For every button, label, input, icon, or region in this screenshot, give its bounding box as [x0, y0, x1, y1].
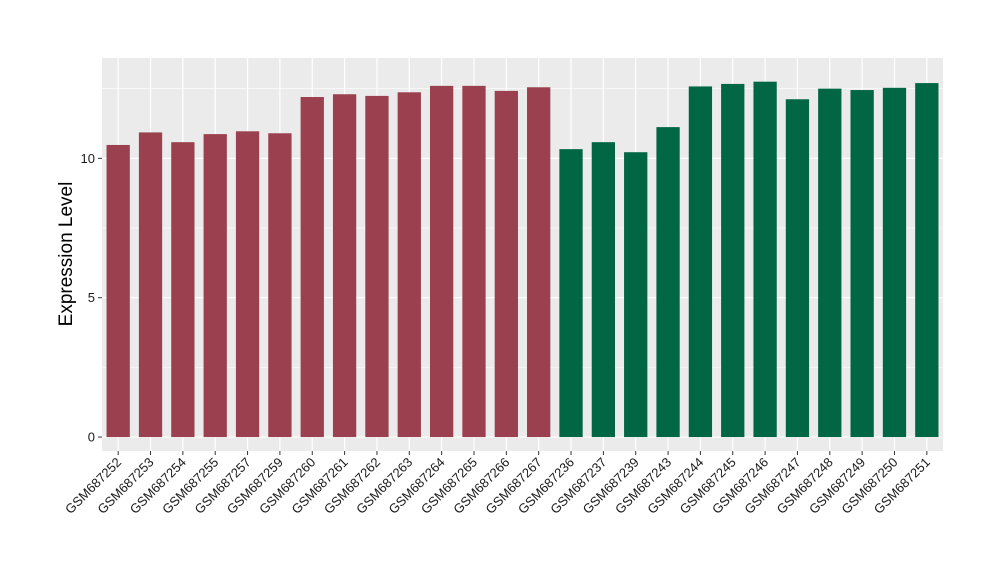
bar: [785, 99, 810, 438]
bar: [721, 83, 745, 438]
bar: [882, 87, 907, 438]
bar: [138, 132, 163, 438]
bar: [429, 85, 454, 438]
bar: [203, 134, 227, 438]
bar: [300, 97, 324, 438]
y-tick-label: 5: [88, 290, 95, 305]
bar: [235, 131, 260, 438]
y-tick-label: 10: [81, 151, 95, 166]
bar: [850, 90, 874, 438]
bar: [559, 149, 583, 438]
plot-panel: [102, 58, 943, 451]
bar: [624, 152, 648, 438]
bar: [591, 142, 616, 438]
bar: [462, 85, 486, 438]
y-axis: 0 5 10: [81, 151, 102, 445]
bar: [494, 90, 518, 438]
bar: [397, 92, 421, 438]
bar: [688, 86, 713, 438]
bar: [818, 88, 842, 438]
bar: [527, 87, 551, 438]
bar: [365, 95, 389, 438]
x-axis: GSM687252GSM687253GSM687254GSM687255GSM6…: [62, 451, 933, 517]
y-tick-label: 0: [88, 430, 95, 445]
y-axis-title: Expression Level: [56, 182, 77, 327]
bar: [656, 127, 680, 438]
bar: [171, 142, 195, 438]
bar: [268, 133, 292, 438]
bar: [753, 81, 777, 438]
bar: [332, 94, 357, 438]
bar: [915, 83, 939, 438]
bars: [106, 81, 939, 438]
bar: [106, 144, 130, 438]
